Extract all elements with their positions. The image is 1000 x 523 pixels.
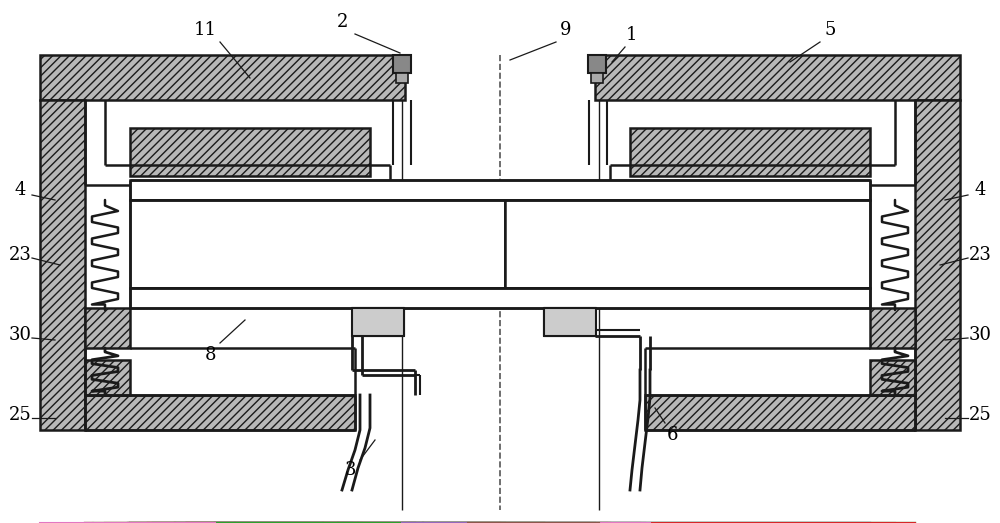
Text: 30: 30 [968, 326, 992, 344]
Text: 1: 1 [626, 26, 638, 44]
Text: 23: 23 [9, 246, 31, 264]
Bar [40, 55, 405, 100]
Bar [85, 308, 130, 348]
Bar [645, 395, 915, 430]
Text: 2: 2 [336, 13, 348, 31]
Bar [130, 128, 370, 176]
Text: 8: 8 [204, 346, 216, 364]
Text: 30: 30 [8, 326, 32, 344]
Text: 25: 25 [969, 406, 991, 424]
Bar [870, 308, 915, 348]
Bar [630, 128, 870, 176]
Bar [588, 55, 606, 73]
Text: 25: 25 [9, 406, 31, 424]
Text: 3: 3 [344, 461, 356, 479]
Text: 9: 9 [560, 21, 572, 39]
Bar [40, 100, 85, 430]
Bar [393, 55, 411, 73]
Bar [352, 308, 404, 336]
Bar [130, 180, 870, 200]
Bar [396, 73, 408, 83]
Bar [591, 73, 603, 83]
Bar [85, 395, 355, 430]
Text: 23: 23 [969, 246, 991, 264]
Bar [505, 200, 870, 288]
Bar [130, 200, 505, 288]
Bar [870, 360, 915, 395]
Bar [595, 55, 960, 100]
Text: 4: 4 [14, 181, 26, 199]
Bar [544, 308, 596, 336]
Text: 6: 6 [666, 426, 678, 444]
Bar [85, 360, 130, 395]
Text: 5: 5 [824, 21, 836, 39]
Text: 11: 11 [194, 21, 216, 39]
Text: 4: 4 [974, 181, 986, 199]
Bar [130, 288, 870, 308]
Bar [915, 100, 960, 430]
